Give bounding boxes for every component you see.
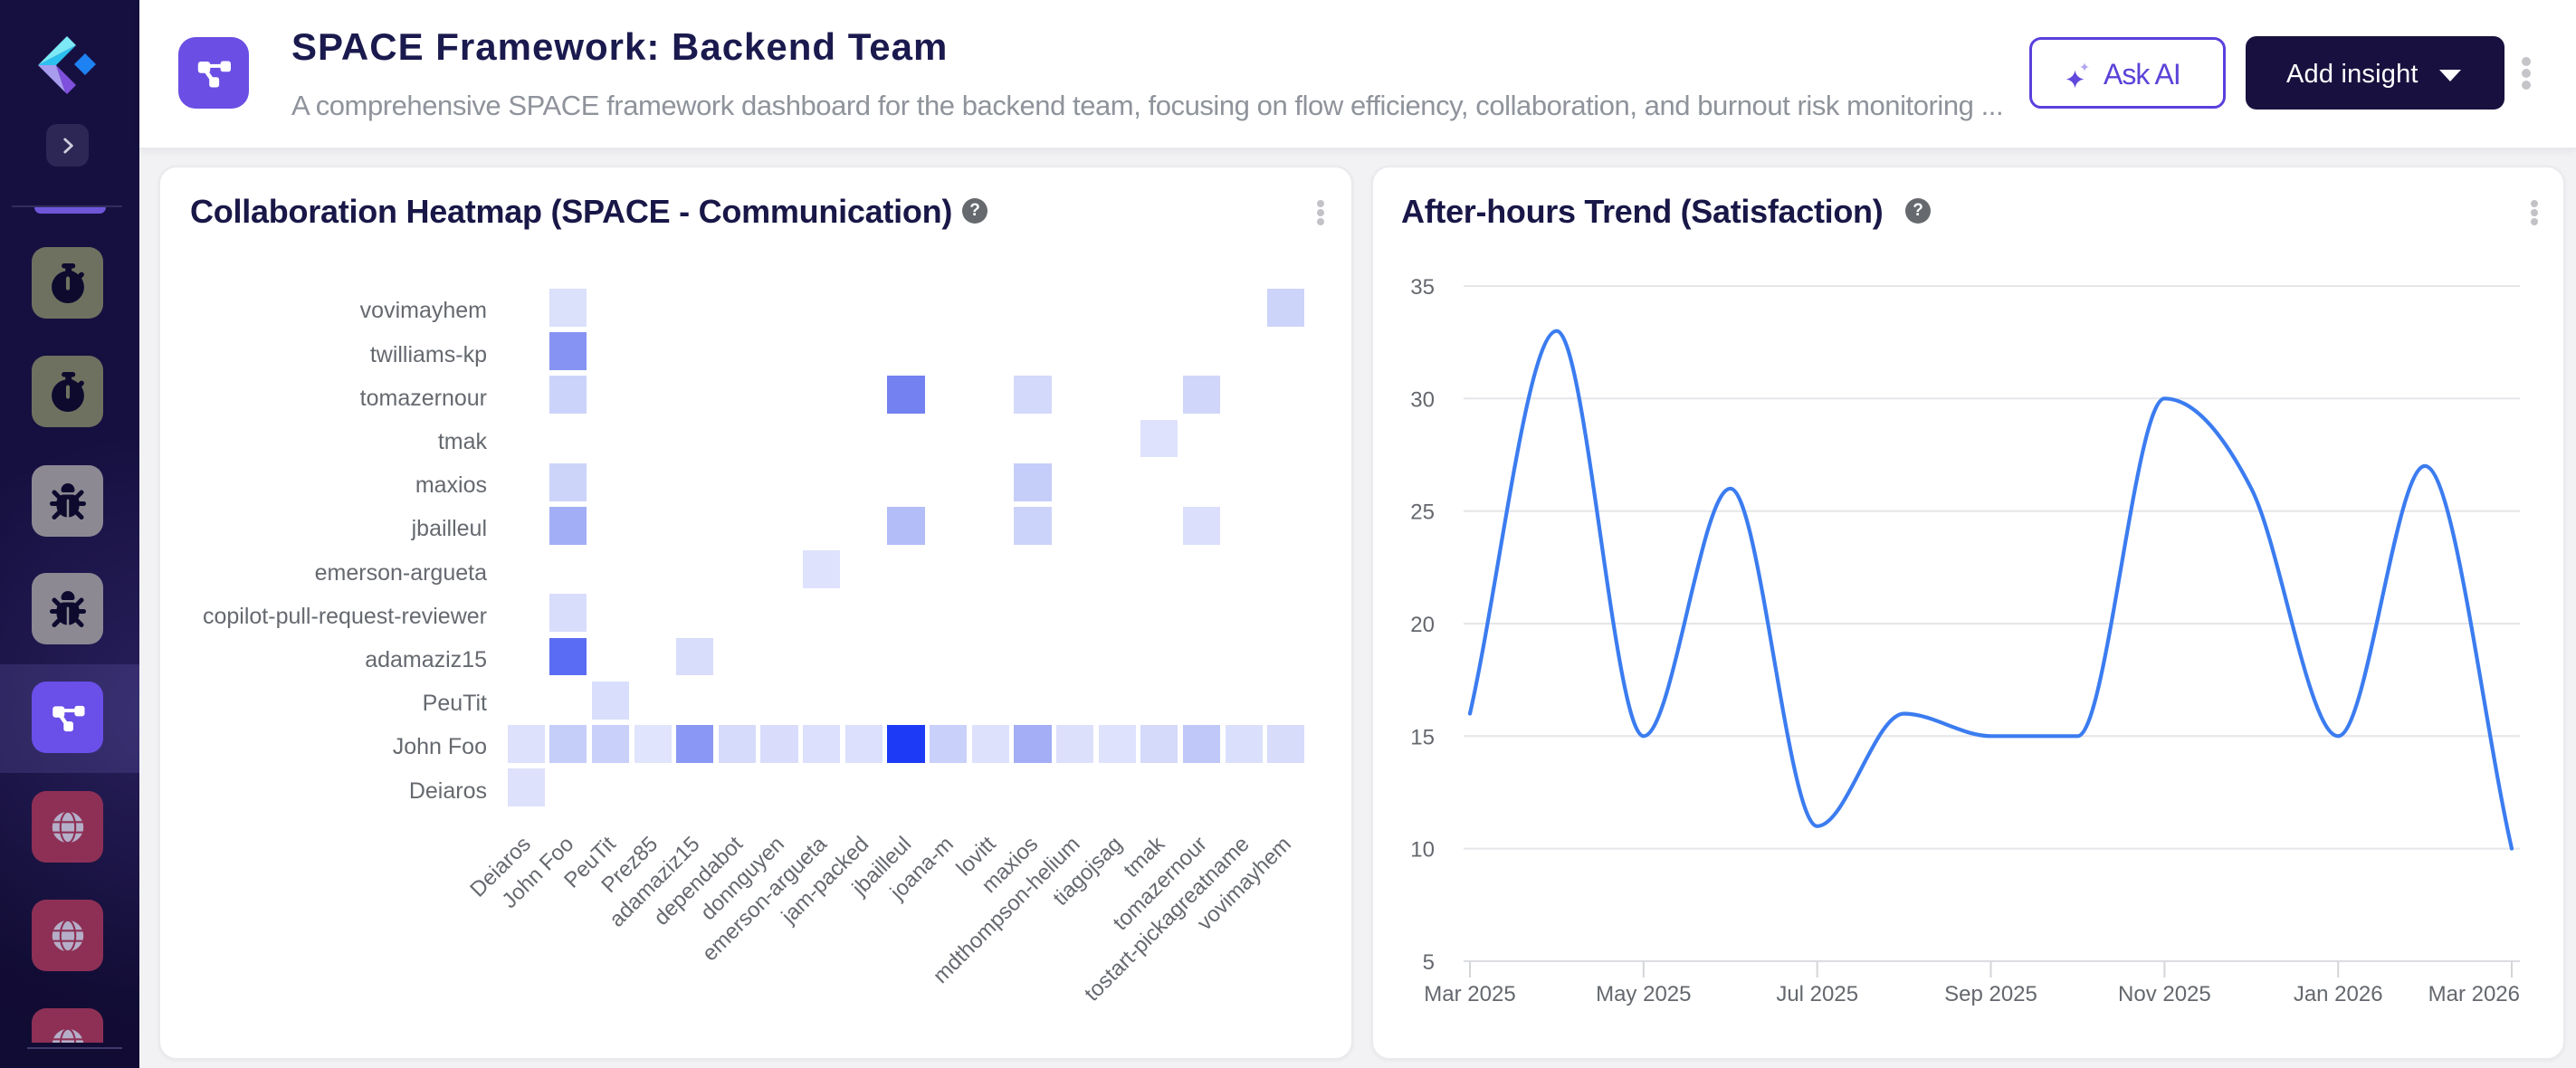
svg-text:Jul 2025: Jul 2025 xyxy=(1776,982,1858,1006)
svg-text:May 2025: May 2025 xyxy=(1596,982,1691,1006)
svg-text:15: 15 xyxy=(1410,725,1435,749)
svg-text:Jan 2026: Jan 2026 xyxy=(2294,982,2383,1006)
svg-text:5: 5 xyxy=(1423,950,1435,975)
svg-text:Nov 2025: Nov 2025 xyxy=(2118,982,2211,1006)
svg-text:30: 30 xyxy=(1410,387,1435,412)
svg-text:35: 35 xyxy=(1410,275,1435,300)
svg-text:Mar 2026: Mar 2026 xyxy=(2428,982,2520,1006)
svg-text:10: 10 xyxy=(1410,838,1435,863)
svg-text:25: 25 xyxy=(1410,501,1435,525)
svg-text:20: 20 xyxy=(1410,613,1435,637)
svg-text:Sep 2025: Sep 2025 xyxy=(1944,982,2037,1006)
svg-text:Mar 2025: Mar 2025 xyxy=(1424,982,1515,1006)
